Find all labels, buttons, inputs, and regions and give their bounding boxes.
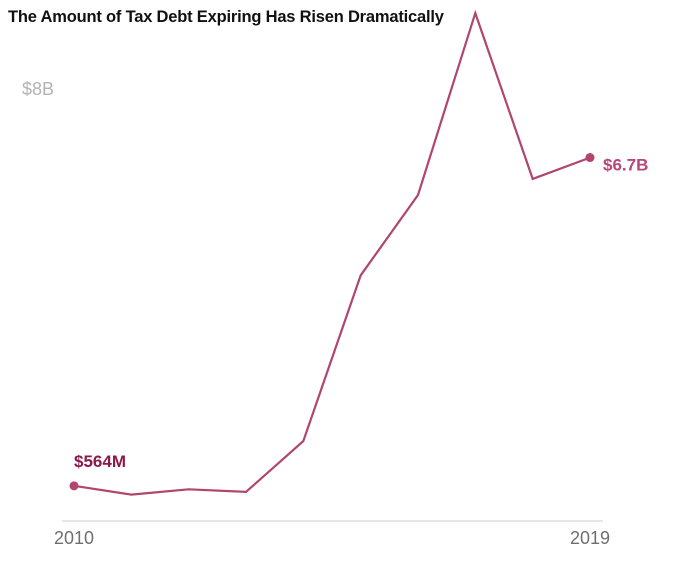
x-tick-label-start: 2010 bbox=[54, 528, 94, 548]
data-point-start bbox=[69, 481, 79, 491]
y-tick-label: $8B bbox=[22, 79, 54, 99]
data-point-end bbox=[585, 153, 595, 163]
chart-title: The Amount of Tax Debt Expiring Has Rise… bbox=[8, 8, 444, 26]
series-line-tax-debt bbox=[73, 9, 591, 496]
x-tick-label-end: 2019 bbox=[570, 528, 610, 548]
data-label-start: $564M bbox=[74, 452, 126, 471]
data-points bbox=[69, 153, 595, 491]
data-label-end: $6.7B bbox=[603, 156, 648, 175]
